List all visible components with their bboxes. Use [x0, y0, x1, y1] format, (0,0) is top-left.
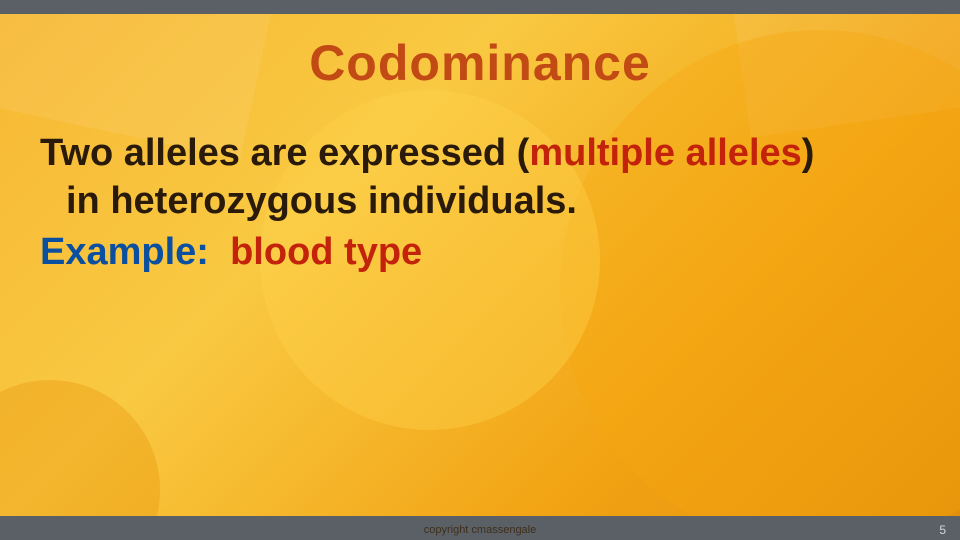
top-bar: [0, 0, 960, 14]
copyright-text: copyright cmassengale: [0, 524, 960, 536]
body-line3: Example: blood type: [40, 229, 920, 277]
body-line1-post: ): [802, 132, 815, 174]
body-line1-highlight: multiple alleles: [529, 132, 801, 174]
slide-title: Codominance: [0, 34, 960, 92]
page-number: 5: [939, 523, 946, 537]
bg-shape: [560, 30, 960, 540]
slide-body: Two alleles are expressed (multiple alle…: [40, 130, 920, 277]
slide: Codominance Two alleles are expressed (m…: [0, 0, 960, 540]
example-value: blood type: [230, 231, 422, 273]
body-line2: in heterozygous individuals.: [40, 178, 920, 226]
body-line1-pre: Two alleles are expressed (: [40, 132, 529, 174]
example-label: Example:: [40, 231, 209, 273]
